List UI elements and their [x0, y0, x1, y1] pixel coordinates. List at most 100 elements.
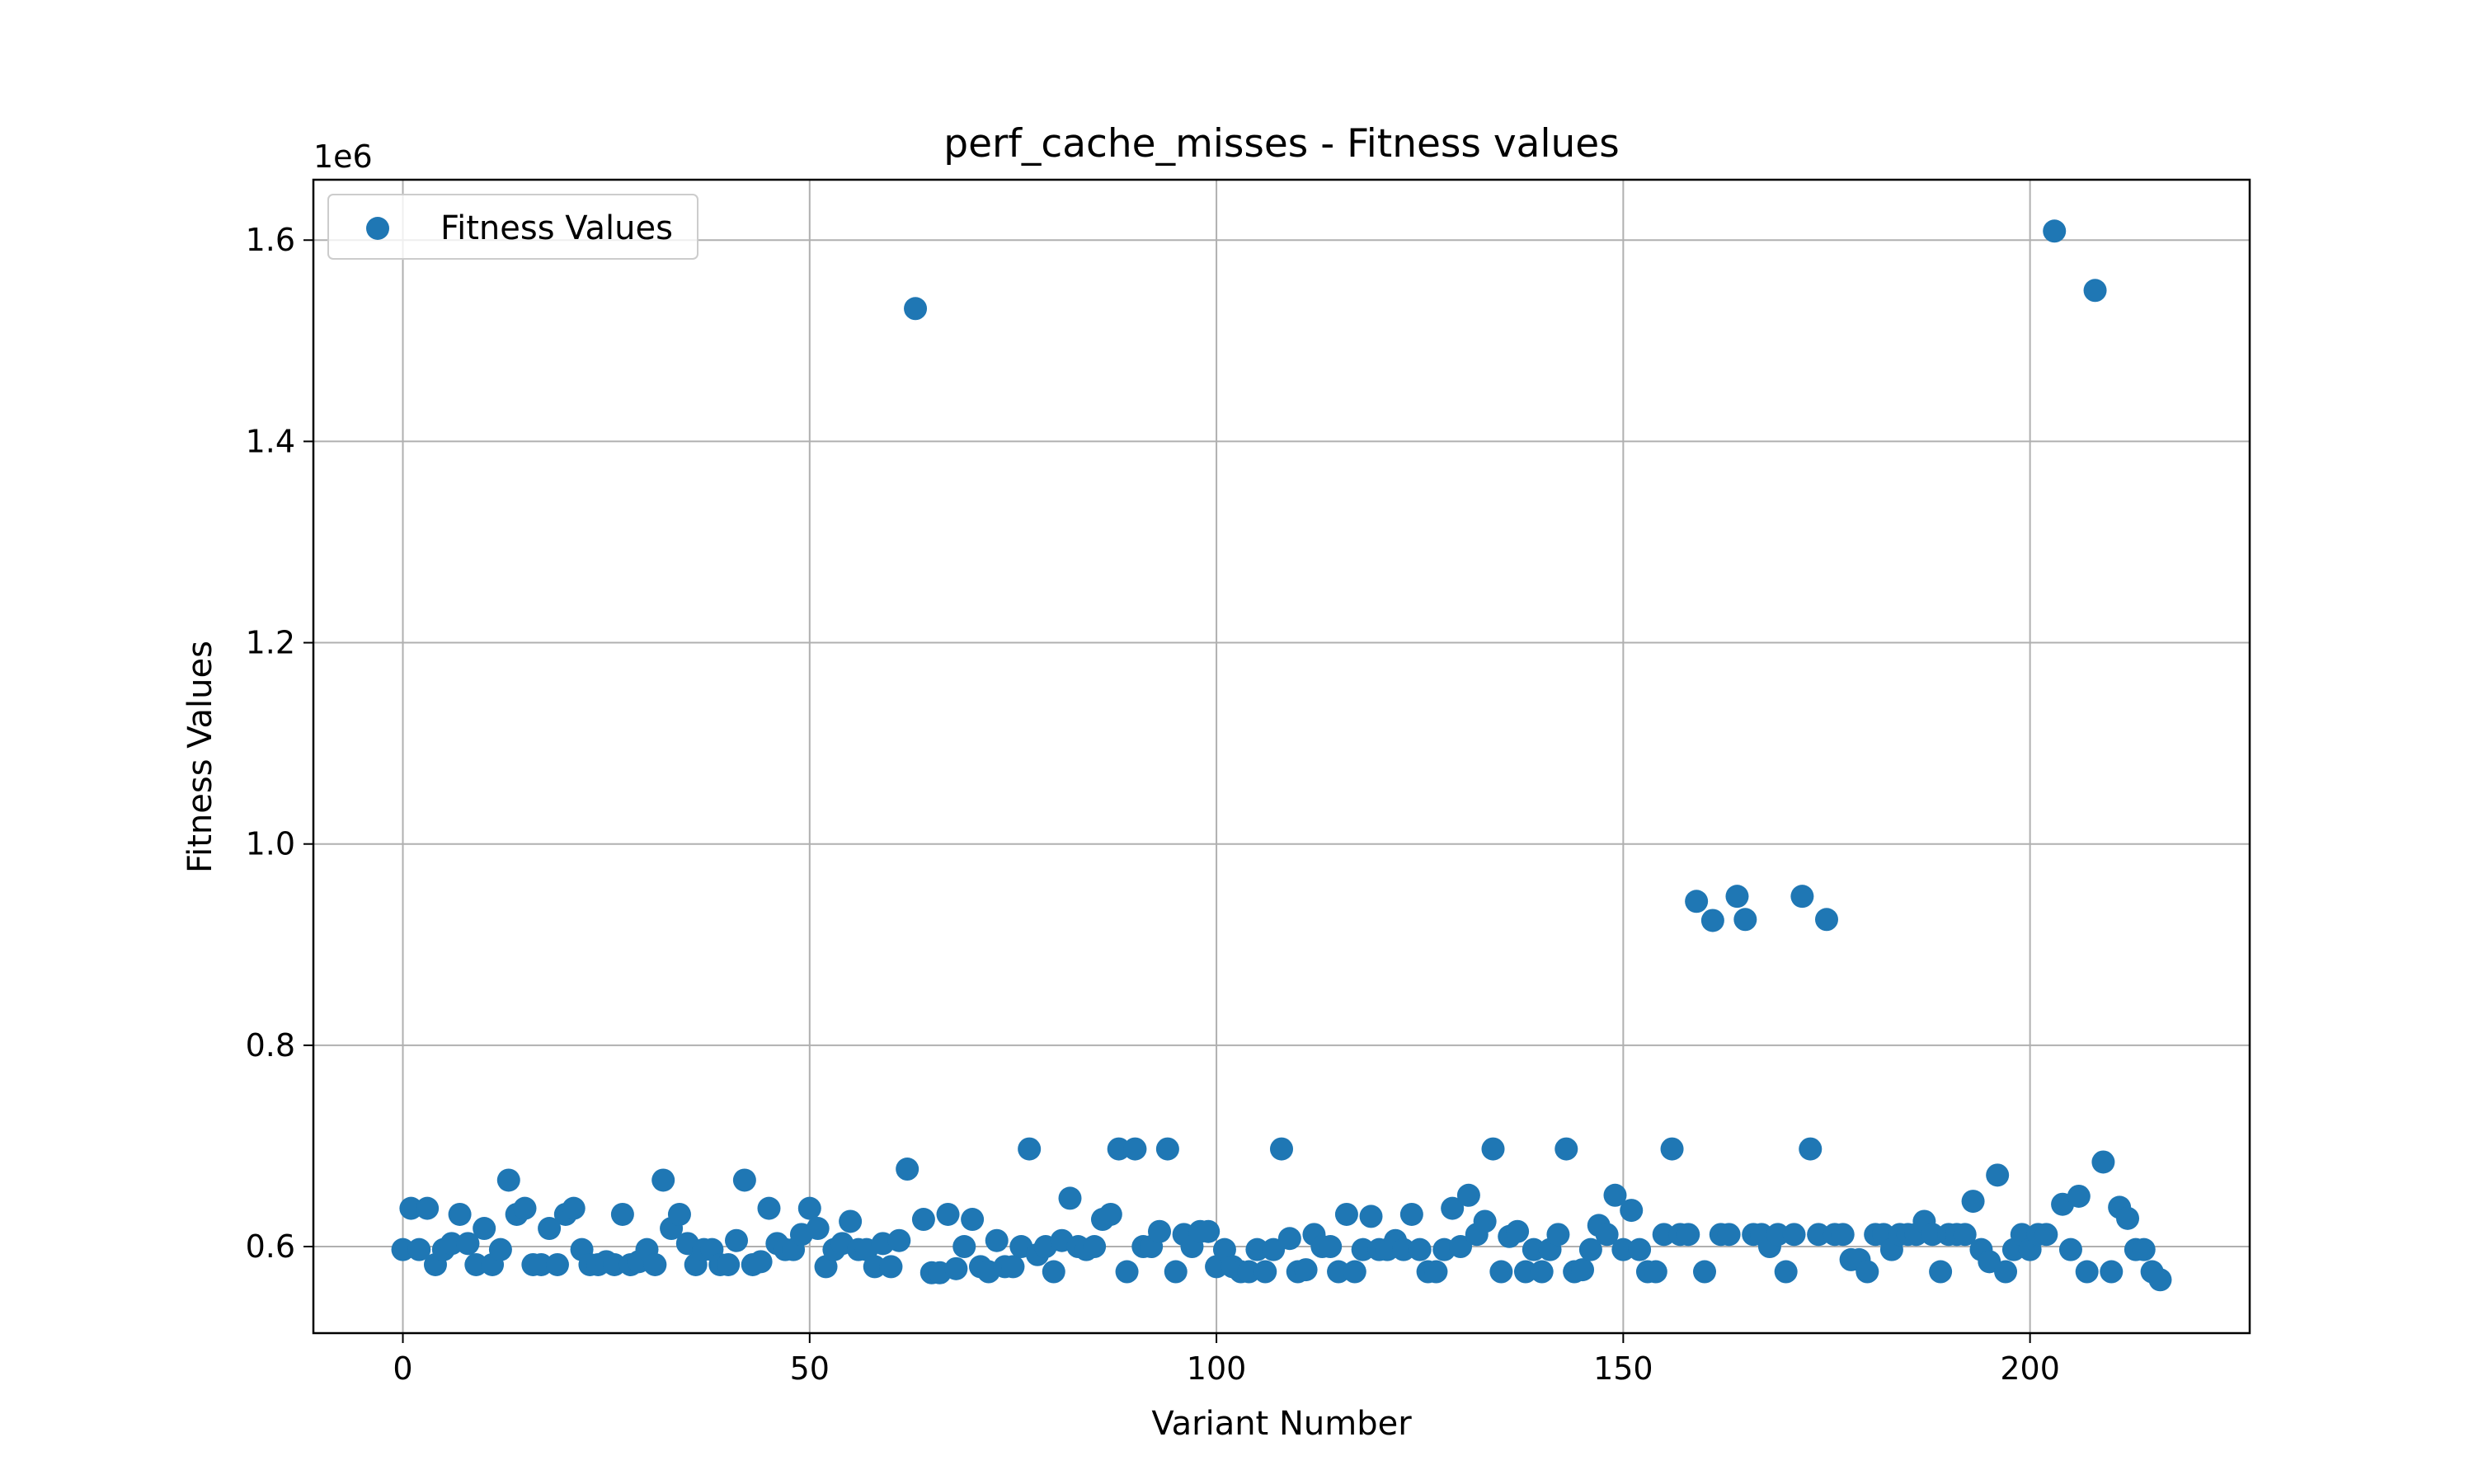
data-point [1042, 1260, 1065, 1284]
x-tick-label: 100 [1187, 1350, 1247, 1387]
data-point [1766, 1223, 1790, 1247]
data-point [2043, 219, 2067, 243]
data-point [1725, 885, 1749, 909]
data-point [2075, 1260, 2099, 1284]
data-point [1921, 1223, 1945, 1247]
data-point [603, 1252, 627, 1276]
data-point [1814, 908, 1838, 932]
data-point [1986, 1163, 2010, 1187]
data-point [1595, 1223, 1619, 1247]
data-point [1107, 1137, 1131, 1161]
data-point [1571, 1258, 1595, 1282]
data-point [1685, 890, 1709, 913]
data-point [399, 1196, 423, 1220]
data-point [1644, 1260, 1667, 1284]
y-tick-label: 0.8 [246, 1027, 295, 1064]
data-point [1481, 1137, 1505, 1161]
data-point [1489, 1260, 1513, 1284]
data-point [1506, 1219, 1530, 1243]
data-point [1799, 1137, 1823, 1161]
data-point [725, 1228, 749, 1252]
data-point [1424, 1260, 1448, 1284]
y-tick-label: 1.4 [246, 423, 295, 459]
data-point [1205, 1255, 1229, 1279]
data-point [1554, 1137, 1578, 1161]
data-point [1399, 1202, 1423, 1226]
data-point [1677, 1223, 1700, 1247]
data-point [562, 1196, 586, 1220]
data-point [1083, 1235, 1107, 1259]
data-point [1148, 1219, 1172, 1243]
data-point [2083, 279, 2107, 303]
data-point [1790, 885, 1814, 909]
data-point [1456, 1183, 1480, 1207]
data-point [2091, 1150, 2115, 1174]
data-point [863, 1255, 887, 1279]
data-point [513, 1196, 537, 1220]
data-point [2058, 1237, 2082, 1261]
data-point [1513, 1260, 1537, 1284]
x-tick-label: 150 [1593, 1350, 1653, 1387]
data-point [1831, 1223, 1855, 1247]
data-point [1782, 1223, 1806, 1247]
plot-frame [312, 178, 2251, 1335]
data-point [1546, 1223, 1570, 1247]
data-point [2100, 1260, 2124, 1284]
data-point [806, 1217, 830, 1241]
data-point [610, 1202, 634, 1226]
data-point [1733, 908, 1757, 932]
data-point [952, 1235, 976, 1259]
data-point [1929, 1260, 1953, 1284]
data-point [1343, 1260, 1366, 1284]
data-point [1277, 1227, 1301, 1251]
data-point [2034, 1223, 2058, 1247]
data-point [1611, 1237, 1635, 1261]
data-point [2067, 1184, 2091, 1208]
data-point [757, 1196, 781, 1220]
data-point [416, 1196, 440, 1220]
data-point [1359, 1205, 1383, 1228]
data-point [1700, 909, 1724, 932]
data-point [1018, 1137, 1042, 1161]
data-point [1237, 1260, 1261, 1284]
data-point [1334, 1202, 1358, 1226]
data-point [643, 1252, 667, 1276]
data-point [1391, 1237, 1415, 1261]
data-point [1123, 1137, 1147, 1161]
data-point [985, 1228, 1009, 1252]
data-point [1578, 1237, 1602, 1261]
data-point [1953, 1223, 1977, 1247]
data-point [1449, 1235, 1473, 1259]
data-point [1408, 1237, 1432, 1261]
legend-marker [366, 217, 389, 240]
data-point [797, 1196, 821, 1220]
data-point [1262, 1237, 1286, 1261]
data-point [1693, 1260, 1717, 1284]
data-point [651, 1168, 675, 1192]
data-point [448, 1202, 472, 1226]
data-point [1530, 1260, 1554, 1284]
data-point [1628, 1237, 1652, 1261]
data-point [1115, 1260, 1139, 1284]
data-point [1155, 1137, 1179, 1161]
data-point [2132, 1237, 2156, 1261]
data-point [1660, 1137, 1684, 1161]
data-point [407, 1237, 431, 1261]
data-point [1197, 1219, 1221, 1243]
data-point [944, 1256, 968, 1280]
x-tick-label: 200 [2000, 1350, 2060, 1387]
data-point [1994, 1260, 2018, 1284]
data-point [887, 1228, 911, 1252]
data-point [814, 1255, 838, 1279]
y-tick-label: 1.6 [246, 222, 295, 258]
data-point [1001, 1255, 1025, 1279]
data-point [1253, 1260, 1277, 1284]
data-point [961, 1208, 985, 1232]
data-point [1327, 1260, 1351, 1284]
data-point [1212, 1237, 1236, 1261]
x-tick-label: 0 [393, 1350, 412, 1387]
data-point [1098, 1202, 1122, 1226]
data-point [911, 1208, 935, 1232]
data-point [440, 1232, 463, 1256]
